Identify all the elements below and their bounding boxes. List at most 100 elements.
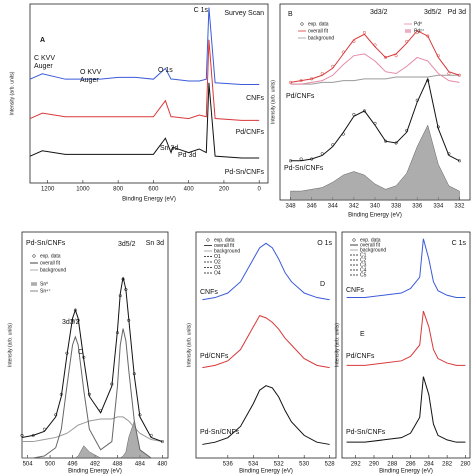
annotation: D: [320, 281, 325, 288]
legend-label: background: [360, 247, 386, 253]
x-axis-label: Binding Energy (eV): [122, 197, 176, 203]
legend-label: Pd²⁺: [414, 28, 425, 34]
x-axis-label: Binding Energy (eV): [348, 213, 402, 219]
x-tick-label: 534: [248, 462, 259, 468]
x-tick-label: 284: [424, 462, 435, 468]
data-point: [426, 34, 430, 38]
x-tick-label: 492: [90, 462, 101, 468]
annotation: 3d5/2: [118, 241, 136, 248]
x-tick-label: 282: [442, 462, 453, 468]
annotation: CNFs: [200, 289, 218, 296]
x-tick-label: 488: [112, 462, 123, 468]
plot-frame: [29, 3, 269, 184]
legend-label: C4: [360, 267, 367, 273]
line: [346, 238, 466, 299]
legend-label: Sn⁴⁺: [40, 288, 51, 294]
annotation: 3d3/2: [370, 9, 388, 16]
legend-label: Pd⁰: [414, 21, 422, 27]
line: [290, 30, 460, 83]
annotation: Survey Scan: [224, 10, 264, 17]
x-tick-label: 480: [157, 462, 168, 468]
annotation: CNFs: [246, 95, 264, 102]
annotation: Pd/CNFs: [200, 353, 229, 360]
x-tick-label: 532: [274, 462, 285, 468]
annotation: Auger: [80, 77, 99, 84]
annotation: 3d5/2: [424, 9, 442, 16]
legend-label: overall fit: [360, 242, 381, 248]
legend-label: C3: [360, 262, 367, 268]
x-tick-label: 290: [369, 462, 380, 468]
legend-label: overall fit: [40, 260, 61, 266]
legend-label: background: [308, 35, 334, 41]
data-point: [362, 109, 366, 113]
annotation: Pd/CNFs: [236, 129, 265, 136]
x-tick-label: 344: [328, 204, 339, 210]
x-tick-label: 280: [460, 462, 471, 468]
legend-label: O3: [214, 265, 221, 271]
annotation: Sn 3d: [146, 240, 164, 247]
x-tick-label: 0: [258, 187, 262, 193]
annotation: E: [360, 331, 365, 338]
data-point: [20, 433, 24, 437]
legend-label: background: [214, 248, 240, 254]
x-tick-label: 288: [387, 462, 398, 468]
area: [290, 124, 460, 201]
x-tick-label: 348: [286, 204, 297, 210]
x-tick-label: 292: [351, 462, 362, 468]
legend-label: C5: [360, 272, 367, 278]
y-axis-label: Intensity (arb. units): [7, 323, 13, 367]
line: [29, 39, 260, 121]
y-axis-label: Intensity (arb. units): [186, 323, 192, 367]
legend-label: exp. data: [308, 21, 329, 27]
line: [29, 7, 260, 86]
x-tick-label: 338: [391, 204, 402, 210]
annotation: Pd/CNFs: [286, 93, 315, 100]
annotation: C 1s: [194, 7, 209, 14]
line: [202, 315, 330, 369]
annotation: Pd-Sn/CNFs: [225, 169, 265, 176]
x-axis-label: Binding Energy (eV): [379, 469, 433, 474]
data-point: [299, 157, 303, 161]
line: [202, 242, 330, 301]
line: [346, 310, 466, 366]
x-tick-label: 200: [219, 187, 230, 193]
annotation: B: [288, 11, 293, 18]
legend-label: Sn⁰: [40, 281, 48, 287]
x-tick-label: 504: [23, 462, 34, 468]
line: [202, 385, 330, 445]
x-tick-label: 600: [148, 187, 159, 193]
legend-label: exp. data: [214, 237, 235, 243]
y-axis-label: Intensity (arb. units): [334, 323, 340, 367]
x-tick-label: 342: [349, 204, 360, 210]
line: [346, 376, 466, 443]
legend-label: C1: [360, 252, 367, 258]
legend-label: C2: [360, 257, 367, 263]
legend-label: O4: [214, 270, 221, 276]
annotation: Sn 3d: [160, 145, 178, 152]
x-tick-label: 1200: [41, 187, 55, 193]
annotation: Pd 3d: [448, 9, 466, 16]
x-tick-label: 528: [325, 462, 336, 468]
annotation: CNFs: [346, 287, 364, 294]
x-tick-label: 400: [184, 187, 195, 193]
x-tick-label: 496: [68, 462, 79, 468]
legend-label: overall fit: [308, 28, 329, 34]
line: [290, 74, 460, 85]
line: [290, 77, 460, 162]
annotation: C: [78, 349, 83, 356]
annotation: O 1s: [158, 67, 173, 74]
line: [22, 328, 163, 459]
line: [290, 53, 460, 85]
line: [22, 416, 163, 443]
annotation: O 1s: [317, 240, 332, 247]
x-axis-label: Binding Energy (eV): [239, 469, 293, 474]
annotation: Pd/CNFs: [346, 353, 375, 360]
x-tick-label: 500: [45, 462, 56, 468]
line: [29, 82, 260, 159]
data-point: [394, 54, 398, 58]
annotation: Pd-Sn/CNFs: [284, 165, 324, 172]
x-tick-label: 800: [113, 187, 124, 193]
x-tick-label: 1000: [76, 187, 90, 193]
y-axis-label: Intensity (arb. units): [270, 80, 276, 124]
x-tick-label: 332: [454, 204, 465, 210]
